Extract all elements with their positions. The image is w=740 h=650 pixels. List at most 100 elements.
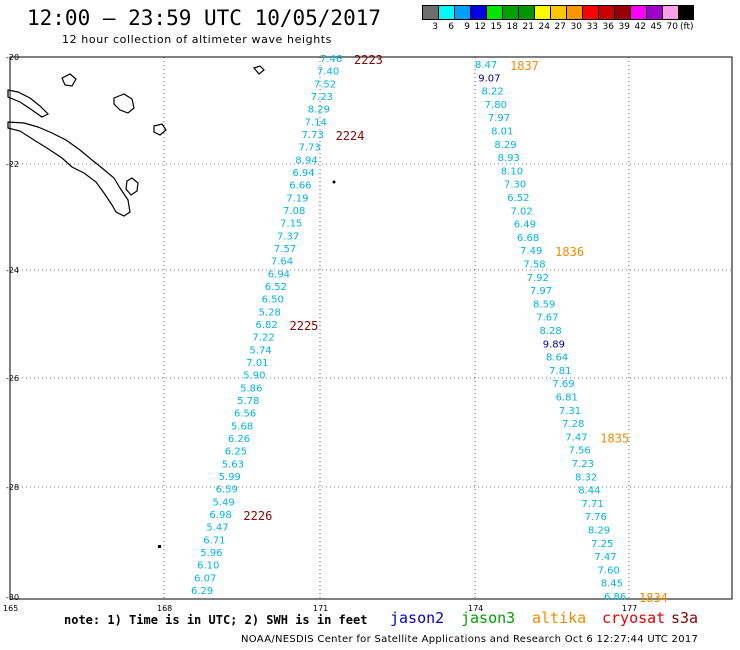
wave-height-value: 7.02 [510,206,532,217]
colorbar-label: 70 [666,22,678,32]
wave-height-value: 7.22 [252,333,274,344]
map-frame [9,56,733,600]
colorbar-label: 24 [538,22,550,32]
longitude-label: 174 [468,604,483,613]
wave-height-value: 7.76 [585,512,607,523]
satellite-name: altika [532,609,587,627]
colorbar-label: 15 [490,22,502,32]
satellite-name: s3a [671,609,699,627]
lifou-island-coastline [113,93,135,114]
time-label: 2223 [354,53,383,67]
colorbar-labels: 3 6 9 12 15 18 21 24 27 30 33 36 39 42 45 70 (ft) [422,22,694,32]
track-west: 7.467.407.527.238.297.147.737.738.946.94… [191,53,383,597]
latitude-label: -28 [6,483,19,492]
map-grid: -20 -22 -24 -26 -28 -30 165 168 171 174 177 [3,53,733,613]
time-label: 1834 [639,591,668,605]
colorbar-unit: (ft) [680,22,694,32]
wave-height-value: 6.49 [514,220,536,231]
wave-height-value: 7.97 [530,286,552,297]
wave-height-value: 6.56 [234,409,256,420]
wave-height-value: 6.07 [194,573,216,584]
longitude-label: 168 [157,604,172,613]
wave-height-value: 8.64 [546,353,568,364]
loyalty-island-coastline [7,89,50,118]
wave-height-value: 7.25 [591,539,613,550]
wave-height-value: 5.90 [243,371,265,382]
colorbar-label: 42 [634,22,646,32]
latitude-label: -26 [6,374,19,383]
wave-height-value: 7.15 [280,219,302,230]
new-caledonia-coastline [7,121,131,217]
colorbar-label: 3 [432,22,438,32]
wave-height-value: 6.94 [268,269,290,280]
wave-height-value: 7.40 [317,67,339,78]
wave-height-value: 6.26 [228,434,250,445]
colorbar-label: 18 [506,22,518,32]
credit-line: NOAA/NESDIS Center for Satellite Applica… [241,634,699,645]
wave-height-value: 6.68 [517,233,539,244]
colorbar-swatches [422,5,694,20]
latitude-label: -30 [6,593,19,602]
latitude-label: -24 [6,266,19,275]
wave-height-value: 5.74 [249,345,271,356]
latitude-label: -20 [6,53,19,62]
wave-height-value: 6.86 [604,592,626,603]
wave-height-value: 8.29 [494,140,516,151]
wave-height-value: 7.28 [562,419,584,430]
wave-height-value: 7.73 [299,143,321,154]
island-dot [332,180,336,184]
wave-height-value: 8.94 [295,155,317,166]
wave-height-value: 6.29 [191,586,213,597]
wave-height-value: 6.50 [262,295,284,306]
colorbar-swatch [614,5,630,20]
wave-height-value: 5.86 [240,383,262,394]
wave-height-value: 8.59 [533,299,555,310]
colorbar-legend: 3 6 9 12 15 18 21 24 27 30 33 36 39 42 45 70 (ft) [422,5,694,32]
wave-height-value: 7.47 [594,552,616,563]
ouvea-coastline [61,73,77,87]
wave-height-value: 5.28 [259,307,281,318]
colorbar-label: 36 [602,22,614,32]
time-label: 2225 [290,319,319,333]
colorbar-swatch [678,5,694,20]
colorbar-label: 30 [570,22,582,32]
colorbar-swatch [470,5,486,20]
wave-height-value: 9.89 [543,339,565,350]
page-title: 12:00 – 23:59 UTC 10/05/2017 [27,6,382,30]
colorbar-swatch [646,5,662,20]
colorbar-swatch [630,5,646,20]
wave-height-value: 6.82 [256,320,278,331]
colorbar-label: 45 [650,22,662,32]
time-label: 2224 [336,129,365,143]
wave-height-value: 7.92 [527,273,549,284]
wave-height-value: 7.19 [286,193,308,204]
wave-height-value: 7.60 [598,565,620,576]
mare-island-coastline [125,177,139,196]
colorbar-swatch [518,5,534,20]
wave-height-value: 6.98 [209,510,231,521]
wave-height-value: 7.01 [246,358,268,369]
satellite-name: jason3 [461,609,516,627]
longitude-label: 165 [3,604,18,613]
wave-height-value: 7.80 [485,100,507,111]
wave-height-value: 7.58 [523,260,545,271]
satellite-name: jason2 [390,609,445,627]
time-label: 1836 [555,245,584,259]
wave-height-value: 6.71 [203,535,225,546]
colorbar-swatch [550,5,566,20]
wave-height-value: 5.63 [222,459,244,470]
wave-height-value: 5.68 [231,421,253,432]
colorbar-label: 21 [522,22,534,32]
colorbar-label: 27 [554,22,566,32]
colorbar-swatch [502,5,518,20]
colorbar-swatch [662,5,678,20]
wave-height-value: 7.73 [302,130,324,141]
colorbar-label: 9 [464,22,470,32]
wave-height-value: 8.10 [501,166,523,177]
wave-height-value: 7.97 [488,113,510,124]
colorbar-swatch [486,5,502,20]
wave-height-value: 8.45 [601,579,623,590]
wave-height-value: 8.28 [540,326,562,337]
wave-height-value: 7.30 [504,180,526,191]
